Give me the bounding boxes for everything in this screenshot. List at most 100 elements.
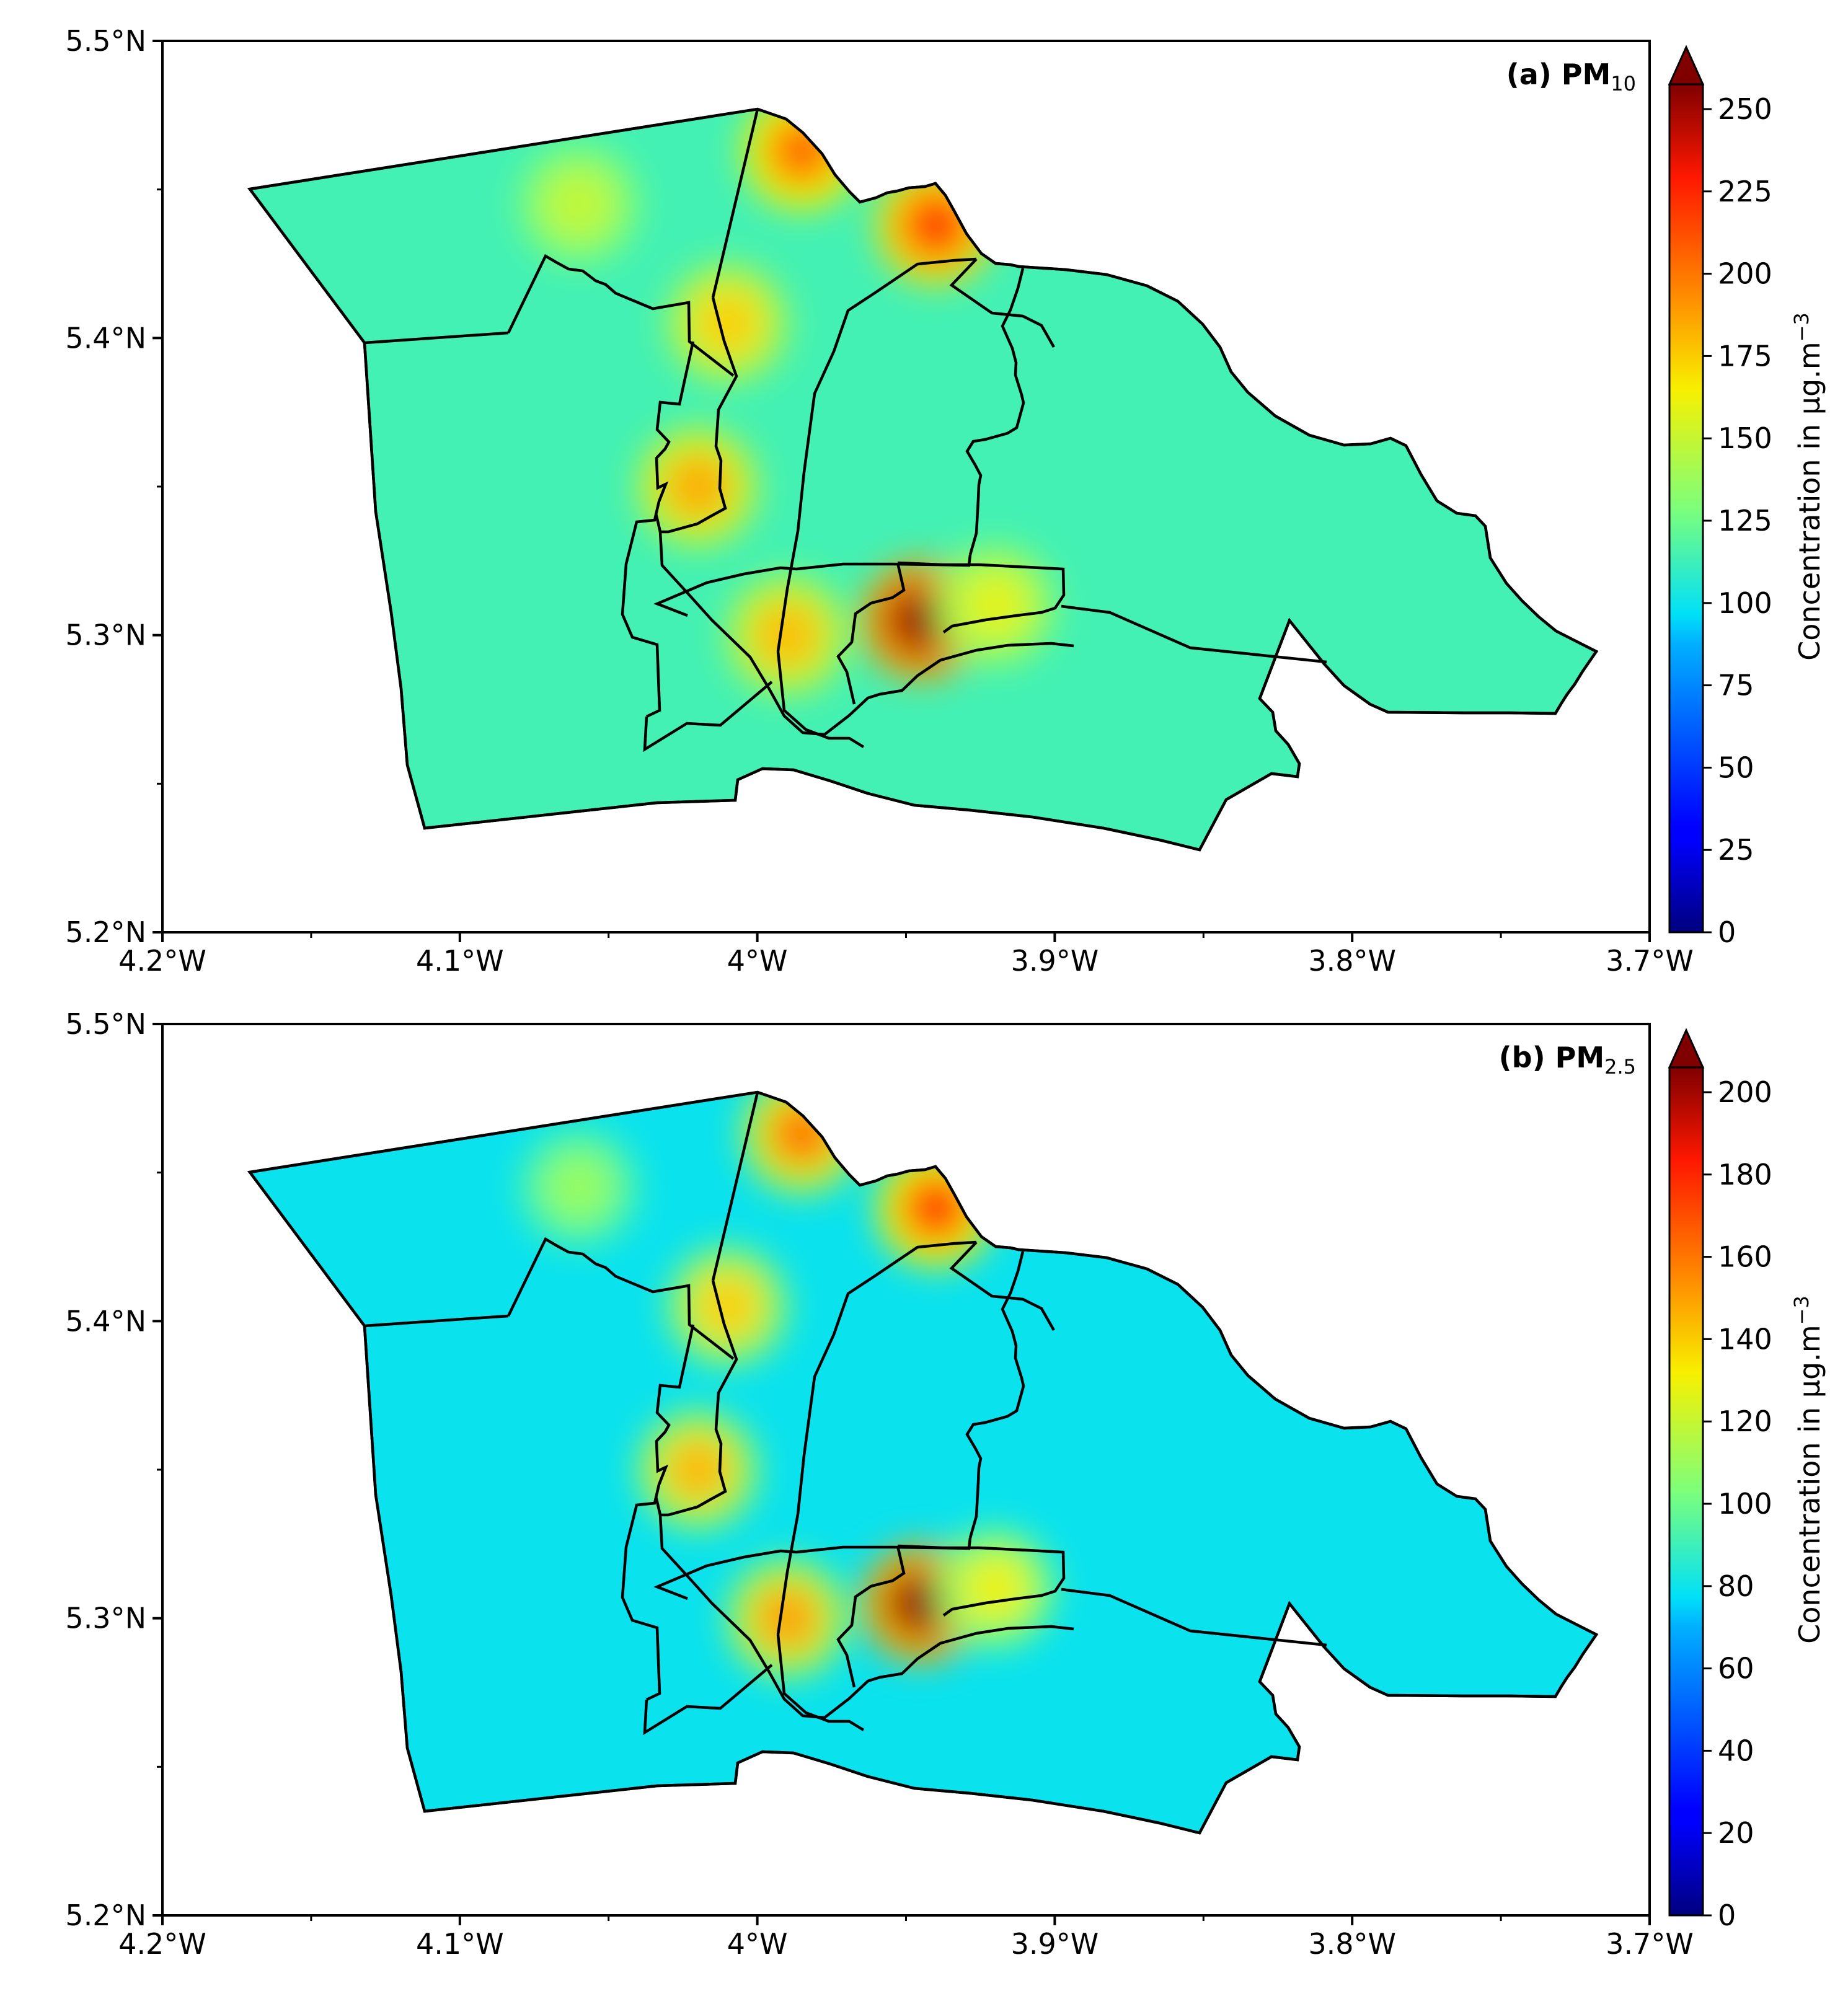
y-tick-label: 5.3°N — [65, 1602, 146, 1635]
colorbar-tick-label: 100 — [1718, 1487, 1772, 1521]
district-boundary — [643, 681, 773, 753]
hotspot-core — [961, 1554, 1030, 1623]
panel-pm10: 4.2°W 4.1°W 4°W 3.9°W 3.8°W 3.7°W 5.5°N5.4°N5… — [65, 24, 1826, 978]
colorbar-tick-label: 0 — [1718, 1899, 1736, 1932]
colorbar-tick-label: 175 — [1718, 339, 1772, 373]
district-boundary — [836, 1545, 906, 1688]
colorbar-tick-label: 75 — [1718, 669, 1754, 702]
colorbar-tick-label: 40 — [1718, 1734, 1754, 1767]
colorbar-tick-label: 80 — [1718, 1569, 1754, 1603]
colorbar-tick-label: 225 — [1718, 175, 1772, 208]
district-boundary — [711, 108, 759, 298]
district-boundary — [711, 1092, 759, 1281]
y-axis-ticks: 5.5°N 5.4°N 5.3°N 5.2°N — [65, 24, 162, 949]
hotspot-core — [693, 1272, 762, 1341]
hotspot-core — [753, 1584, 821, 1653]
district-boundary — [654, 297, 738, 534]
y-tick-label: 5.2°N — [65, 916, 146, 949]
region-outline — [247, 1090, 1599, 1835]
region-outline — [247, 107, 1599, 852]
hotspot-core — [544, 1153, 613, 1222]
panel-title: (a) PM10 — [1506, 58, 1636, 95]
district-boundary — [965, 1251, 1025, 1538]
colorbar-tick-label: 25 — [1718, 833, 1754, 867]
district-boundary — [897, 1544, 1066, 1617]
district-boundary — [364, 331, 509, 345]
y-tick-label: 5.4°N — [65, 321, 146, 355]
colorbar-label: Concentration in μg.m−3 — [1790, 1296, 1826, 1644]
colorbar-extend-arrow — [1668, 1028, 1705, 1069]
y-tick-label: 5.2°N — [65, 1899, 146, 1932]
district-boundary — [776, 1240, 977, 1635]
x-tick-label: 4.2°W — [118, 1927, 206, 1961]
hotspot-core — [961, 571, 1030, 640]
district-boundary — [621, 341, 695, 718]
y-tick-label: 5.5°N — [65, 1007, 146, 1041]
district-boundary — [776, 1634, 865, 1731]
colorbar: 0 25 50 75 100 125 150 175 200 225 250 Concentrati… — [1668, 45, 1826, 949]
colorbar-tick-label: 60 — [1718, 1652, 1754, 1685]
district-boundary — [643, 1664, 773, 1736]
x-tick-label: 4.1°W — [416, 1927, 504, 1961]
hotspot-core — [901, 1174, 970, 1243]
district-boundary — [965, 268, 1025, 555]
x-axis-ticks: 4.2°W 4.1°W 4°W 3.9°W 3.8°W 3.7°W — [118, 932, 1694, 978]
district-boundary — [776, 257, 977, 652]
colorbar-tick-label: 0 — [1718, 916, 1736, 949]
colorbar-tick-label: 20 — [1718, 1816, 1754, 1850]
colorbar-tick-label: 200 — [1718, 257, 1772, 291]
district-boundary — [364, 1314, 509, 1328]
colorbar-gradient — [1668, 83, 1704, 934]
district-boundary — [658, 531, 1074, 736]
hotspot-core — [663, 1436, 732, 1504]
x-tick-label: 3.9°W — [1011, 1927, 1099, 1961]
colorbar-tick-label: 250 — [1718, 92, 1772, 126]
colorbar-tick-label: 150 — [1718, 422, 1772, 455]
x-tick-label: 3.7°W — [1606, 1927, 1694, 1961]
district-boundaries — [247, 1090, 1599, 1835]
district-boundary — [658, 1514, 1074, 1720]
x-tick-label: 4°W — [727, 944, 788, 978]
district-boundary — [1061, 604, 1327, 664]
district-boundary — [1061, 1587, 1327, 1647]
hotspot-core — [663, 452, 732, 521]
x-tick-label: 3.7°W — [1606, 944, 1694, 978]
colorbar-label: Concentration in μg.m−3 — [1790, 312, 1826, 661]
district-boundary — [654, 1280, 738, 1517]
colorbar-tick-label: 200 — [1718, 1075, 1772, 1109]
district-boundary — [506, 254, 735, 377]
hotspot-core — [767, 117, 836, 185]
district-boundary — [506, 1237, 735, 1360]
colorbar-gradient — [1668, 1066, 1704, 1917]
x-tick-label: 4°W — [727, 1927, 788, 1961]
colorbar-tick-label: 100 — [1718, 586, 1772, 620]
x-tick-label: 4.2°W — [118, 944, 206, 978]
concentration-field — [247, 107, 1599, 852]
y-axis-ticks: 5.5°N 5.4°N 5.3°N 5.2°N — [65, 1007, 162, 1932]
colorbar-tick-label: 50 — [1718, 751, 1754, 784]
y-tick-label: 5.3°N — [65, 619, 146, 652]
x-tick-label: 3.9°W — [1011, 944, 1099, 978]
x-tick-label: 3.8°W — [1308, 1927, 1396, 1961]
y-tick-label: 5.5°N — [65, 24, 146, 58]
colorbar-tick-label: 140 — [1718, 1322, 1772, 1356]
district-boundary — [836, 562, 906, 705]
hotspot-core — [544, 170, 613, 239]
colorbar: 0 20 40 60 80 100 120 140 160 180 200 Concentratio… — [1668, 1028, 1826, 1932]
colorbar-tick-label: 125 — [1718, 504, 1772, 537]
colorbar-extend-arrow — [1668, 45, 1705, 86]
district-boundary — [621, 1324, 695, 1702]
panel-pm25: 4.2°W 4.1°W 4°W 3.9°W 3.8°W 3.7°W 5.5°N5.4°N5… — [65, 1007, 1826, 1961]
concentration-field — [247, 1090, 1599, 1835]
district-boundary — [776, 651, 865, 748]
y-tick-label: 5.4°N — [65, 1304, 146, 1338]
x-axis-ticks: 4.2°W 4.1°W 4°W 3.9°W 3.8°W 3.7°W — [118, 1915, 1694, 1961]
x-tick-label: 3.8°W — [1308, 944, 1396, 978]
hotspot-core — [753, 601, 821, 669]
x-tick-label: 4.1°W — [416, 944, 504, 978]
hotspot-core — [693, 289, 762, 358]
district-boundary — [897, 561, 1066, 634]
hotspot-core — [901, 191, 970, 260]
colorbar-tick-label: 120 — [1718, 1405, 1772, 1438]
